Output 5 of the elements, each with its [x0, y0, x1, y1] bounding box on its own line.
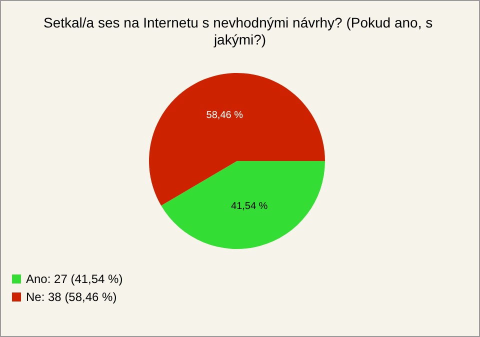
- data-label: 58,46 %: [206, 110, 244, 122]
- legend-label: Ano: 27 (41,54 %): [26, 272, 123, 286]
- data-label: 41,54 %: [230, 200, 268, 212]
- chart-title: Setkal/a ses na Internetu s nevhodnými návrhy? (Pokud ano, s jakými?): [43, 14, 437, 48]
- legend-label: Ne: 38 (58,46 %): [26, 290, 117, 304]
